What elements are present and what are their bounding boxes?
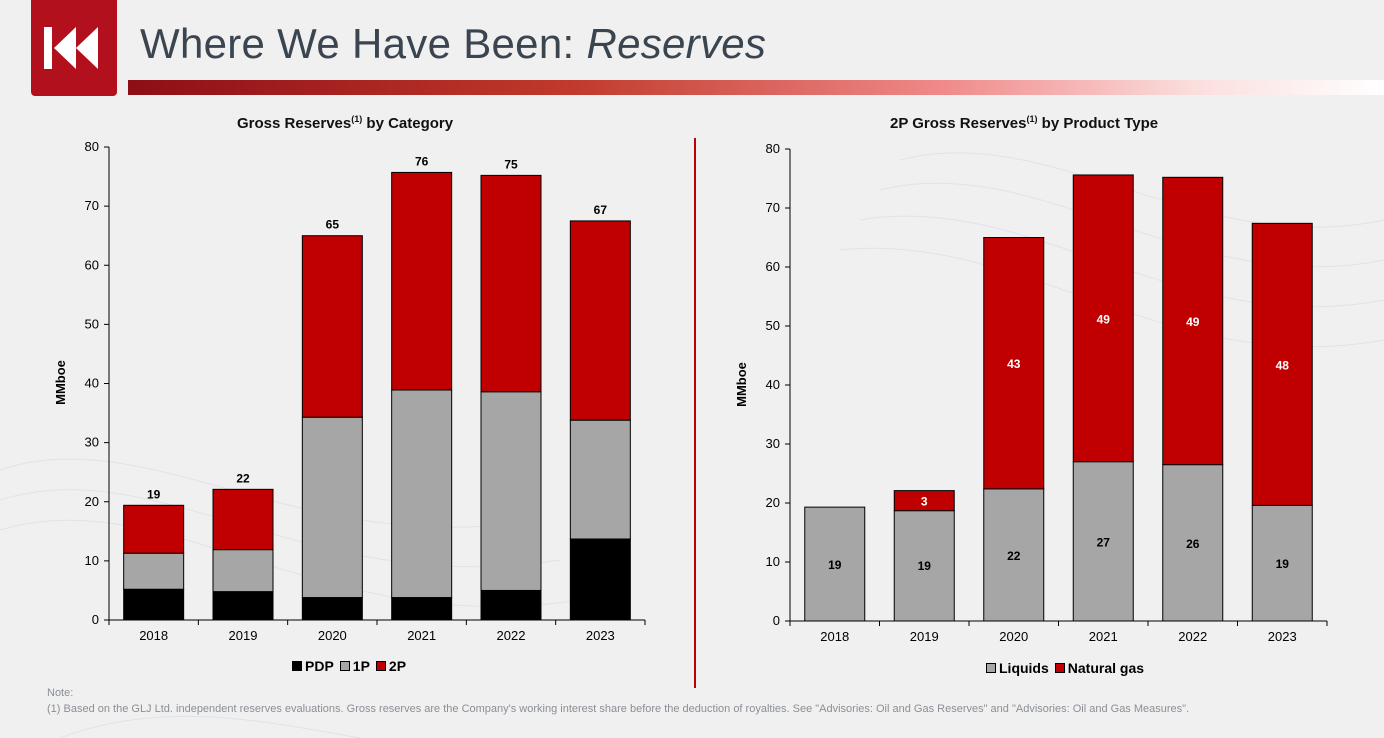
x-tick-label: 2021 [407, 628, 436, 643]
bar-2p [301, 235, 363, 418]
footnote-heading: Note: [47, 687, 74, 699]
x-tick-label: 2019 [910, 629, 939, 644]
bar-1p [212, 549, 274, 593]
y-tick-label: 50 [766, 318, 780, 333]
bar-1p [123, 552, 185, 590]
bar-natural-gas [1251, 222, 1313, 506]
data-label: 19 [1276, 557, 1290, 571]
y-tick-label: 80 [85, 139, 99, 154]
bar-pdp [569, 538, 631, 621]
bar-natural-gas [1072, 174, 1134, 463]
y-tick-label: 60 [85, 257, 99, 272]
total-label: 67 [594, 203, 608, 217]
total-label: 22 [236, 471, 250, 485]
y-tick-label: 70 [766, 200, 780, 215]
legend-swatch-1p [339, 661, 350, 671]
legend-item-pdp: PDP [292, 658, 334, 674]
bar-natural-gas [1162, 176, 1224, 466]
legend-item-natural-gas: Natural gas [1054, 660, 1144, 676]
chart-2-title: 2P Gross Reserves(1) by Product Type [890, 114, 1159, 132]
y-tick-label: 80 [766, 141, 780, 156]
y-tick-label: 40 [85, 376, 99, 391]
bar-1p [569, 419, 631, 540]
bar-pdp [123, 588, 185, 621]
x-tick-label: 2018 [820, 629, 849, 644]
total-label: 75 [504, 157, 518, 171]
y-tick-label: 30 [766, 436, 780, 451]
bar-2p [569, 220, 631, 421]
y-tick-label: 30 [85, 435, 99, 450]
legend-item-1p: 1P [339, 658, 370, 674]
bar-natural-gas [893, 490, 955, 512]
data-label: 22 [1007, 549, 1021, 563]
data-label: 49 [1097, 312, 1111, 326]
legend-item-liquids: Liquids [986, 660, 1049, 676]
legend-swatch-2p [375, 661, 386, 671]
footnote-text: (1) Based on the GLJ Ltd. independent re… [47, 703, 1190, 715]
data-label: 48 [1276, 358, 1290, 372]
chart-2-product-type: 0 10 20 30 40 50 60 70 80 2018 19 2019 19 3 2020 22 43 20… [766, 141, 1328, 644]
x-tick-label: 2020 [999, 629, 1028, 644]
data-label: 27 [1097, 535, 1111, 549]
y-tick-label: 10 [85, 553, 99, 568]
legend-item-2p: 2P [375, 658, 406, 674]
bar-liquids [1162, 464, 1224, 622]
data-label: 19 [918, 559, 932, 573]
chart-1-category: 0 10 20 30 40 50 60 70 80 2018 19 2019 22 2020 65 2021 7… [85, 139, 646, 643]
y-tick-label: 10 [766, 554, 780, 569]
data-label: 3 [921, 495, 928, 509]
total-label: 65 [326, 218, 340, 232]
bar-liquids [893, 510, 955, 622]
title-underline [128, 80, 1384, 95]
bar-liquids [804, 506, 866, 622]
bar-2p [212, 488, 274, 551]
chart-divider [694, 138, 696, 688]
y-tick-label: 20 [766, 495, 780, 510]
y-tick-label: 0 [92, 612, 99, 627]
bar-1p [301, 416, 363, 599]
company-logo [31, 0, 117, 96]
x-tick-label: 2018 [139, 628, 168, 643]
x-tick-label: 2021 [1089, 629, 1118, 644]
bar-1p [391, 389, 453, 599]
bar-2p [480, 174, 542, 393]
x-tick-label: 2022 [497, 628, 526, 643]
legend-swatch-natural-gas [1054, 663, 1065, 673]
data-label: 19 [828, 558, 842, 572]
y-tick-label: 40 [766, 377, 780, 392]
bar-liquids [983, 488, 1045, 622]
bar-pdp [480, 589, 542, 621]
chart-1-title: Gross Reserves(1) by Category [237, 114, 454, 132]
data-label: 26 [1186, 537, 1200, 551]
legend-swatch-pdp [292, 661, 302, 671]
bar-2p [391, 171, 453, 391]
chart-1-legend: PDP 1P 2P [292, 658, 412, 674]
data-label: 49 [1186, 315, 1200, 329]
page-title-italic: Reserves [586, 20, 767, 67]
y-tick-label: 70 [85, 198, 99, 213]
bar-pdp [212, 591, 274, 621]
total-label: 76 [415, 154, 429, 168]
bar-natural-gas [983, 237, 1045, 490]
x-tick-label: 2023 [1268, 629, 1297, 644]
page-title-plain: Where We Have Been: [140, 20, 587, 67]
y-tick-label: 0 [773, 613, 780, 628]
x-tick-label: 2022 [1178, 629, 1207, 644]
y-tick-label: 20 [85, 494, 99, 509]
x-tick-label: 2020 [318, 628, 347, 643]
x-tick-label: 2019 [229, 628, 258, 643]
x-tick-label: 2023 [586, 628, 615, 643]
y-tick-label: 60 [766, 259, 780, 274]
page-title: Where We Have Been: Reserves [140, 20, 766, 68]
chart-2-legend: Liquids Natural gas [986, 660, 1150, 676]
total-label: 19 [147, 487, 161, 501]
legend-swatch-liquids [986, 663, 996, 673]
y-tick-label: 50 [85, 316, 99, 331]
data-label: 43 [1007, 357, 1021, 371]
bar-2p [123, 504, 185, 554]
